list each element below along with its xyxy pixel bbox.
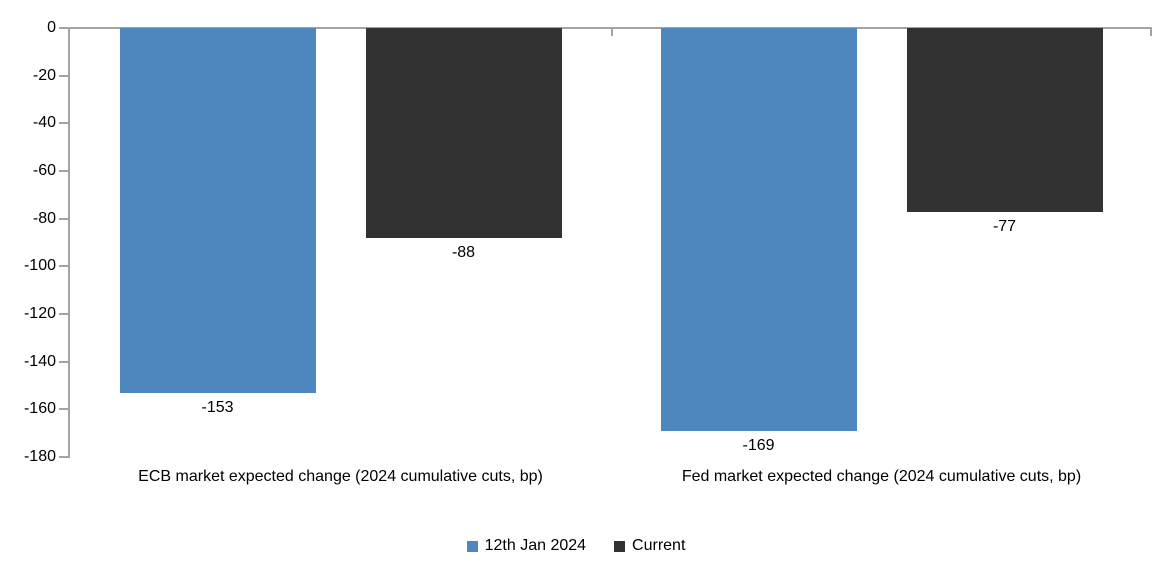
y-axis-tick-mark — [59, 360, 68, 363]
y-axis-tick-mark — [59, 313, 68, 315]
legend-item: 12th Jan 2024 — [466, 537, 587, 555]
category-label: Fed market expected change (2024 cumulat… — [681, 468, 1082, 485]
y-axis-tick-mark — [59, 456, 68, 458]
y-axis-tick-label: -180 — [23, 448, 56, 465]
legend-swatch-icon — [614, 540, 626, 552]
y-axis-tick-mark — [59, 217, 68, 220]
legend-swatch-icon — [466, 540, 478, 552]
y-axis-tick-mark — [59, 408, 68, 411]
zero-baseline — [68, 27, 1152, 29]
bar-data-label: -169 — [742, 436, 775, 454]
y-axis-tick-label: -120 — [23, 305, 56, 322]
category-boundary-tick — [1150, 29, 1152, 36]
bar-ecb-series-0 — [119, 28, 316, 393]
legend: 12th Jan 2024 Current — [0, 537, 1152, 555]
bar-fed-series-0 — [660, 28, 857, 431]
bar-ecb-series-1 — [365, 28, 562, 238]
y-axis-tick-label: -100 — [23, 257, 56, 275]
y-axis-tick-mark — [59, 27, 68, 29]
category-boundary-tick — [611, 29, 613, 36]
y-axis-tick-label: -60 — [32, 162, 56, 179]
y-axis-tick-label: -140 — [23, 352, 56, 370]
y-axis-tick-label: -20 — [32, 66, 56, 84]
legend-label: Current — [632, 537, 686, 554]
category-label: ECB market expected change (2024 cumulat… — [138, 468, 543, 485]
y-axis-tick-label: -160 — [23, 400, 56, 418]
y-axis-tick-mark — [59, 122, 68, 125]
y-axis-tick-label: 0 — [47, 19, 56, 36]
y-axis-tick-label: -40 — [32, 114, 56, 132]
bar-fed-series-1 — [906, 28, 1103, 212]
y-axis-tick-mark — [59, 74, 68, 77]
bar-data-label: -77 — [992, 217, 1017, 235]
legend-item: Current — [614, 537, 685, 555]
y-axis-tick-mark — [59, 265, 68, 268]
legend-label: 12th Jan 2024 — [484, 537, 587, 554]
bar-data-label: -88 — [451, 243, 476, 261]
y-axis-line — [68, 27, 70, 458]
y-axis-tick-mark — [59, 170, 68, 172]
bar-data-label: -153 — [201, 398, 234, 416]
y-axis-tick-label: -80 — [32, 209, 56, 227]
